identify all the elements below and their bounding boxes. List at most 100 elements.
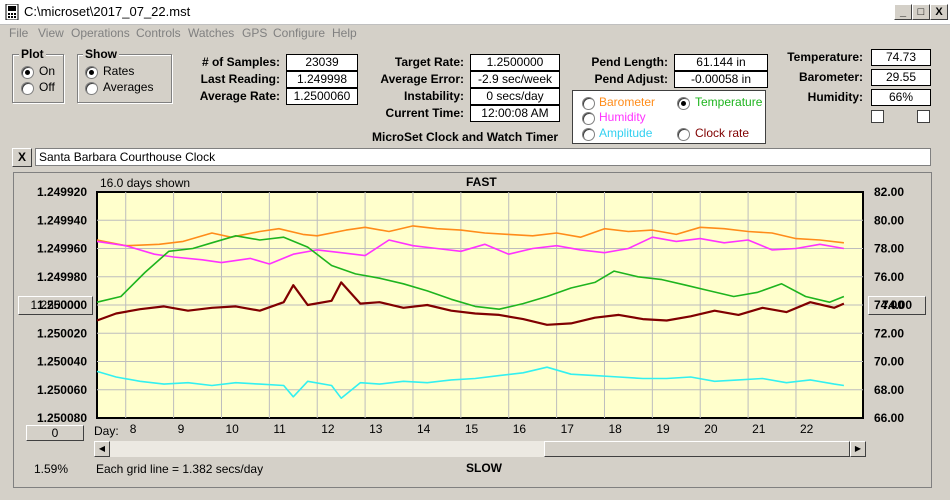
checkbox-right[interactable] bbox=[917, 110, 930, 123]
title-bar: C:\microset\2017_07_22.mst _ □ X bbox=[0, 0, 950, 25]
temperature-option-label: Temperature bbox=[695, 95, 763, 109]
instability-label: Instability: bbox=[403, 89, 464, 103]
clock-rate-option-label: Clock rate bbox=[695, 126, 750, 140]
app-heading: MicroSet Clock and Watch Timer bbox=[372, 130, 559, 144]
left-tick-label: 1.250000 bbox=[37, 298, 87, 312]
day-tick-label: 15 bbox=[465, 422, 479, 436]
show-rates-radio[interactable] bbox=[85, 66, 98, 79]
barometer-option-label: Barometer bbox=[599, 95, 656, 109]
current-time-label: Current Time: bbox=[385, 106, 464, 120]
window-title: C:\microset\2017_07_22.mst bbox=[24, 4, 191, 19]
humidity-label: Humidity: bbox=[807, 90, 863, 104]
pend-length-value: 61.144 in bbox=[674, 54, 768, 71]
right-tick-label: 74.00 bbox=[874, 298, 904, 312]
app-icon[interactable] bbox=[5, 3, 19, 21]
right-tick-label: 80.00 bbox=[874, 213, 904, 227]
day-tick-label: 14 bbox=[417, 422, 431, 436]
temperature-label: Temperature: bbox=[787, 50, 863, 64]
day-tick-label: 19 bbox=[656, 422, 670, 436]
minimize-button[interactable]: _ bbox=[894, 4, 912, 20]
scroll-left-icon[interactable]: ◀ bbox=[94, 441, 110, 457]
right-tick-label: 70.00 bbox=[874, 355, 904, 369]
plot-off-radio[interactable] bbox=[21, 82, 34, 95]
left-tick-label: 1.249960 bbox=[37, 242, 87, 256]
barometer-label: Barometer: bbox=[798, 70, 863, 84]
average-error-value: -2.9 sec/week bbox=[470, 71, 560, 88]
samples-value: 23039 bbox=[286, 54, 358, 71]
left-tick-label: 1.250040 bbox=[37, 355, 87, 369]
pend-length-label: Pend Length: bbox=[591, 55, 668, 69]
day-tick-label: 22 bbox=[800, 422, 814, 436]
plot-on-radio[interactable] bbox=[21, 66, 34, 79]
clock-name-input[interactable]: Santa Barbara Courthouse Clock bbox=[35, 148, 931, 166]
maximize-button[interactable]: □ bbox=[912, 4, 930, 20]
horizontal-scrollbar[interactable]: ◀ ▶ bbox=[94, 441, 866, 457]
clock-rate-radio[interactable] bbox=[677, 128, 690, 141]
slow-label: SLOW bbox=[466, 461, 502, 475]
day-tick-label: 8 bbox=[130, 422, 137, 436]
fast-label: FAST bbox=[466, 175, 497, 189]
series-line-green bbox=[96, 235, 845, 311]
zero-button[interactable]: 0 bbox=[26, 425, 84, 441]
menu-file[interactable]: File bbox=[9, 26, 29, 40]
scroll-thumb[interactable] bbox=[544, 441, 850, 457]
close-window-button[interactable]: X bbox=[930, 4, 948, 20]
left-tick-label: 1.249980 bbox=[37, 270, 87, 284]
day-tick-label: 16 bbox=[513, 422, 527, 436]
amplitude-option-label: Amplitude bbox=[599, 126, 653, 140]
show-averages-label: Averages bbox=[103, 80, 154, 94]
right-tick-label: 66.00 bbox=[874, 411, 904, 425]
menu-controls[interactable]: Controls bbox=[136, 26, 181, 40]
plot-on-label: On bbox=[39, 64, 56, 78]
current-time-value: 12:00:08 AM bbox=[470, 105, 560, 122]
right-tick-label: 72.00 bbox=[874, 326, 904, 340]
days-shown-label: 16.0 days shown bbox=[100, 176, 191, 190]
show-rates-label: Rates bbox=[103, 64, 135, 78]
clear-clock-button[interactable]: X bbox=[12, 148, 32, 167]
pend-adjust-label: Pend Adjust: bbox=[594, 72, 668, 86]
target-rate-value: 1.2500000 bbox=[470, 54, 560, 71]
show-group-title: Show bbox=[83, 47, 119, 61]
menu-gps[interactable]: GPS bbox=[242, 26, 268, 40]
day-tick-label: 9 bbox=[178, 422, 185, 436]
average-rate-label: Average Rate: bbox=[199, 89, 280, 103]
right-tick-label: 76.00 bbox=[874, 270, 904, 284]
barometer-value: 29.55 bbox=[871, 69, 931, 86]
left-tick-label: 1.249920 bbox=[37, 185, 87, 199]
barometer-radio[interactable] bbox=[582, 97, 595, 110]
day-tick-label: 11 bbox=[273, 422, 286, 436]
series-line-darkred bbox=[96, 281, 845, 326]
humidity-radio[interactable] bbox=[582, 112, 595, 125]
plot-off-label: Off bbox=[39, 80, 55, 94]
last-reading-label: Last Reading: bbox=[200, 72, 280, 86]
amplitude-radio[interactable] bbox=[582, 128, 595, 141]
menu-bar: File View Operations Controls Watches GP… bbox=[0, 24, 950, 42]
scroll-right-icon[interactable]: ▶ bbox=[850, 441, 866, 457]
temperature-value: 74.73 bbox=[871, 49, 931, 66]
menu-view[interactable]: View bbox=[38, 26, 64, 40]
menu-help[interactable]: Help bbox=[332, 26, 357, 40]
right-tick-label: 78.00 bbox=[874, 242, 904, 256]
menu-configure[interactable]: Configure bbox=[273, 26, 326, 40]
menu-operations[interactable]: Operations bbox=[71, 26, 130, 40]
temperature-radio[interactable] bbox=[677, 97, 690, 110]
center-temp-button[interactable]: 74.00 bbox=[868, 296, 926, 315]
right-tick-label: 82.00 bbox=[874, 185, 904, 199]
series-line-magenta bbox=[96, 236, 845, 265]
instability-value: 0 secs/day bbox=[470, 88, 560, 105]
center-rate-button[interactable]: 1.250000 bbox=[18, 296, 93, 315]
day-tick-label: 12 bbox=[321, 422, 335, 436]
chart-frame bbox=[13, 172, 932, 488]
pend-adjust-value: -0.00058 in bbox=[674, 71, 768, 88]
day-axis-label: Day: bbox=[94, 424, 119, 438]
plot-group-title: Plot bbox=[19, 47, 46, 61]
day-tick-label: 13 bbox=[369, 422, 383, 436]
show-averages-radio[interactable] bbox=[85, 82, 98, 95]
target-rate-label: Target Rate: bbox=[394, 55, 464, 69]
checkbox-left[interactable] bbox=[871, 110, 884, 123]
last-reading-value: 1.249998 bbox=[286, 71, 358, 88]
day-tick-label: 10 bbox=[225, 422, 239, 436]
menu-watches[interactable]: Watches bbox=[188, 26, 235, 40]
percent-label: 1.59% bbox=[34, 462, 69, 476]
